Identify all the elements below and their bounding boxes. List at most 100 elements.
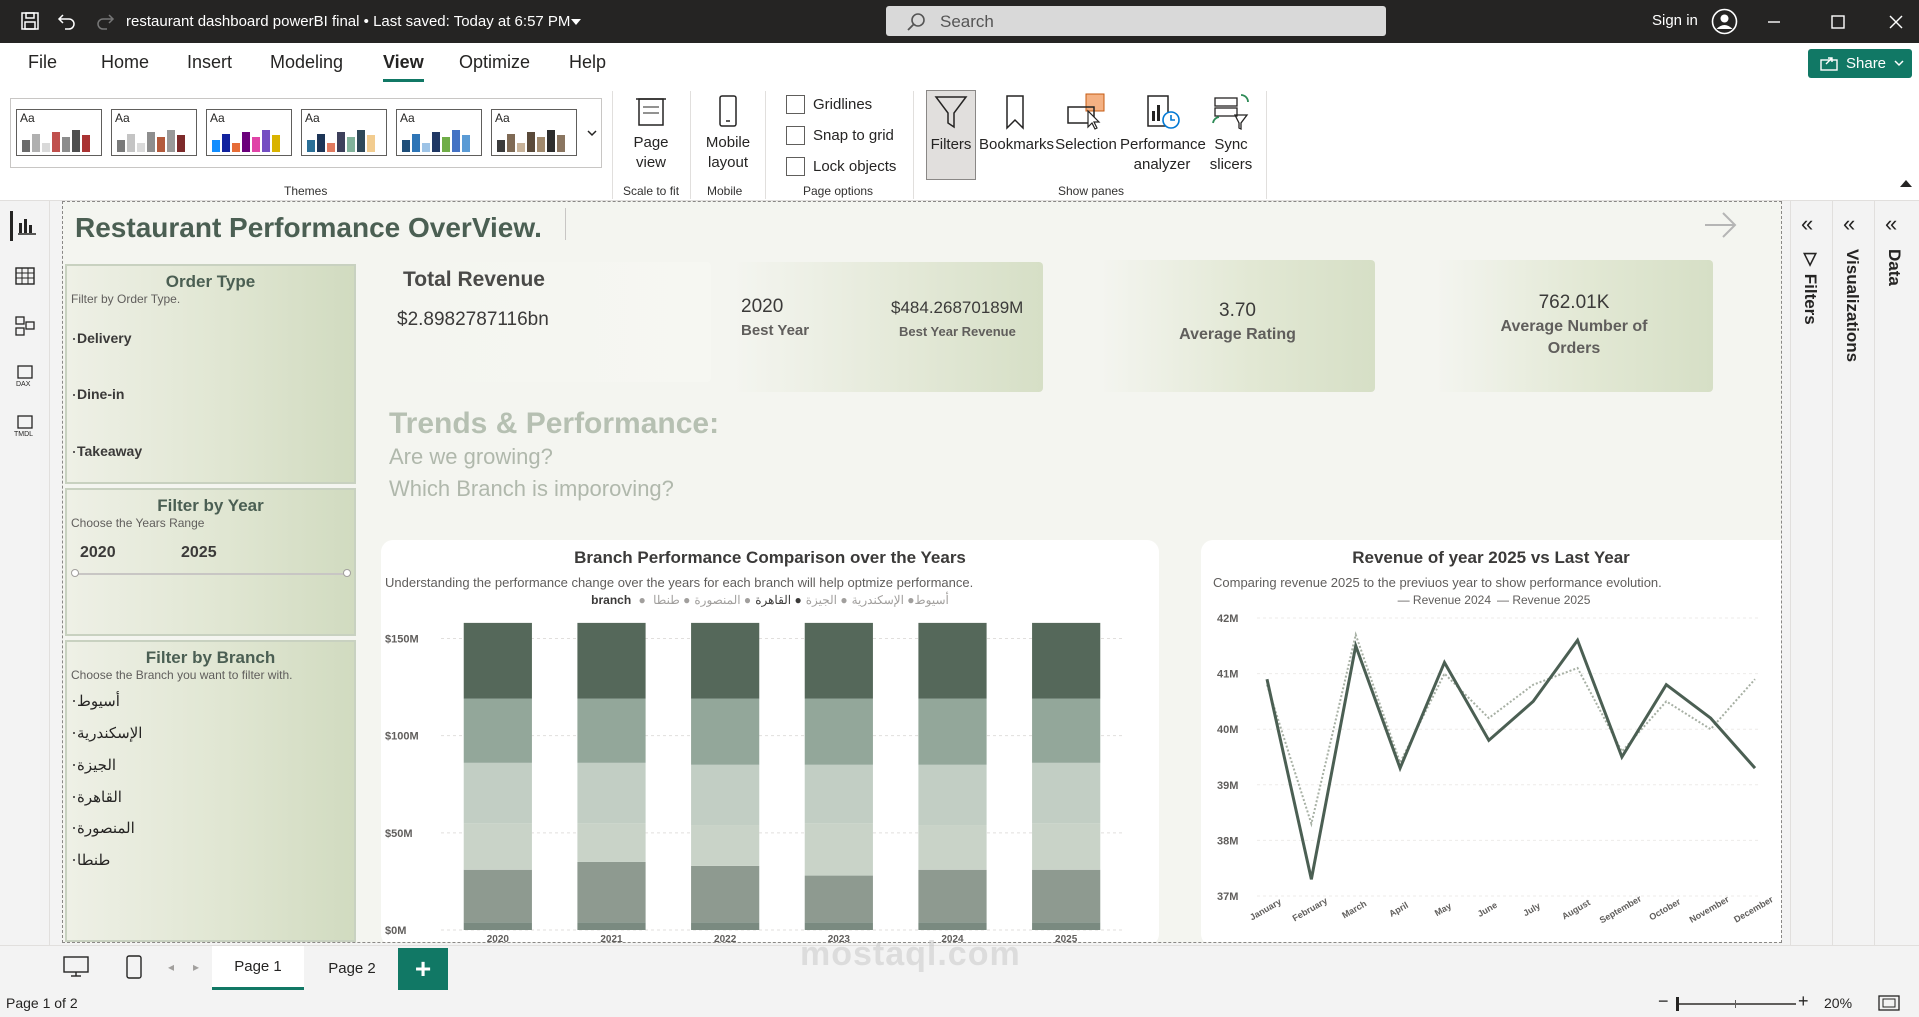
- bar-segment[interactable]: [691, 698, 760, 765]
- legend-item[interactable]: — Revenue 2025: [1497, 593, 1591, 607]
- add-page-button[interactable]: +: [398, 948, 448, 990]
- total-revenue-card[interactable]: Total Revenue $2.8982787116bn: [393, 262, 711, 382]
- desktop-layout-icon[interactable]: [63, 956, 89, 983]
- bar-segment[interactable]: [691, 865, 760, 923]
- slicer-option-branch[interactable]: الجيزة: [72, 757, 117, 774]
- bar-segment[interactable]: [918, 869, 987, 923]
- bar-segment[interactable]: [463, 698, 532, 763]
- year-to[interactable]: 2025: [181, 544, 217, 561]
- zoom-slider[interactable]: [1676, 997, 1796, 1011]
- bar-segment[interactable]: [577, 861, 646, 923]
- bar-segment[interactable]: [577, 698, 646, 763]
- performance-analyzer-button[interactable]: Performance analyzer: [1120, 93, 1206, 175]
- table-view-icon[interactable]: [10, 261, 40, 291]
- collapse-icon[interactable]: «: [1801, 211, 1814, 236]
- branch-performance-chart[interactable]: Branch Performance Comparison over the Y…: [381, 540, 1159, 943]
- menu-help[interactable]: Help: [569, 52, 607, 72]
- snap-to-grid-checkbox[interactable]: Snap to grid: [786, 126, 894, 145]
- page-view-button[interactable]: Page view: [621, 93, 681, 173]
- legend-item[interactable]: ● المنصورة: [694, 593, 752, 607]
- slicer-option-dine-in[interactable]: Dine-in: [72, 386, 125, 402]
- bar-segment[interactable]: [691, 764, 760, 826]
- branch-slicer[interactable]: Filter by Branch Choose the Branch you w…: [65, 640, 356, 942]
- zoom-in-icon[interactable]: +: [1798, 991, 1809, 1011]
- filters-pane[interactable]: « ▽ Filters: [1790, 201, 1830, 945]
- sign-in-link[interactable]: Sign in: [1652, 12, 1698, 29]
- file-title[interactable]: restaurant dashboard powerBI final • Las…: [126, 13, 571, 30]
- bar-segment[interactable]: [1032, 622, 1101, 699]
- theme-swatch[interactable]: Aa: [206, 109, 292, 156]
- collapse-ribbon-icon[interactable]: [1900, 180, 1912, 187]
- page-tab[interactable]: Page 2: [328, 960, 376, 977]
- slicer-option-branch[interactable]: أسيوط: [73, 693, 120, 710]
- slicer-option-branch[interactable]: طنطا: [72, 852, 111, 869]
- bar-segment[interactable]: [918, 825, 987, 870]
- legend-item[interactable]: ● أسيوط: [638, 593, 949, 607]
- fit-to-page-icon[interactable]: [1878, 995, 1900, 1014]
- line-plot-area[interactable]: 42M 41M 40M 39M 38M 37M January February March Ap…: [1201, 540, 1781, 943]
- report-canvas[interactable]: Restaurant Performance OverView. Order T…: [62, 201, 1782, 943]
- collapse-icon[interactable]: «: [1885, 211, 1898, 236]
- legend-item[interactable]: ● الإسكندرية: [851, 593, 915, 607]
- bar-segment[interactable]: [463, 622, 532, 699]
- revenue-comparison-chart[interactable]: Revenue of year 2025 vs Last Year Compar…: [1201, 540, 1781, 943]
- range-handle-end[interactable]: [343, 569, 351, 577]
- lock-objects-checkbox[interactable]: Lock objects: [786, 157, 896, 176]
- menu-view[interactable]: View: [383, 52, 424, 82]
- theme-swatch[interactable]: Aa: [16, 109, 102, 156]
- user-avatar-icon[interactable]: [1711, 8, 1738, 35]
- slicer-option-branch[interactable]: القاهرة: [73, 789, 122, 806]
- line-series[interactable]: [1266, 631, 1756, 828]
- bar-plot-area[interactable]: $150M $100M $50M $0M 2020 2021 2022 2023 2024 202…: [381, 540, 1159, 943]
- line-series[interactable]: [1265, 637, 1757, 880]
- data-pane[interactable]: « Data: [1874, 201, 1914, 945]
- maximize-icon[interactable]: [1820, 8, 1856, 36]
- legend-item[interactable]: ● طنطا: [653, 593, 691, 607]
- dax-query-view-icon[interactable]: DAX: [10, 361, 40, 391]
- legend-item[interactable]: — Revenue 2024: [1397, 593, 1491, 607]
- mobile-layout-button[interactable]: Mobile layout: [697, 93, 759, 173]
- bar-segment[interactable]: [691, 622, 760, 699]
- theme-swatch[interactable]: Aa: [301, 109, 387, 156]
- bookmarks-pane-button[interactable]: Bookmarks: [979, 93, 1054, 155]
- checkbox[interactable]: [786, 95, 805, 114]
- tmdl-view-icon[interactable]: TMDL: [10, 411, 40, 441]
- slicer-option-branch[interactable]: الإسكندرية: [72, 725, 143, 742]
- bar-segment[interactable]: [1032, 762, 1101, 824]
- bar-segment[interactable]: [804, 875, 873, 923]
- bar-segment[interactable]: [463, 922, 532, 930]
- chevron-down-icon[interactable]: [571, 19, 581, 25]
- checkbox[interactable]: [786, 126, 805, 145]
- year-slicer[interactable]: Filter by Year Choose the Years Range 20…: [65, 488, 356, 636]
- bar-segment[interactable]: [1032, 869, 1101, 923]
- menu-file[interactable]: File: [28, 52, 58, 72]
- sync-slicers-button[interactable]: Sync slicers: [1206, 93, 1256, 175]
- slicer-option-takeaway[interactable]: Takeaway: [72, 443, 143, 459]
- close-icon[interactable]: [1878, 8, 1914, 36]
- zoom-out-icon[interactable]: −: [1658, 991, 1669, 1011]
- gridlines-checkbox[interactable]: Gridlines: [786, 95, 872, 114]
- chevron-down-icon[interactable]: [587, 130, 597, 137]
- minimize-icon[interactable]: [1756, 8, 1792, 36]
- menu-insert[interactable]: Insert: [187, 52, 233, 72]
- bar-segment[interactable]: [463, 823, 532, 870]
- share-button[interactable]: Share: [1808, 49, 1912, 78]
- bar-segment[interactable]: [918, 764, 987, 826]
- theme-swatch[interactable]: Aa: [111, 109, 197, 156]
- checkbox[interactable]: [786, 157, 805, 176]
- bar-segment[interactable]: [804, 622, 873, 699]
- search-box[interactable]: Search: [886, 6, 1386, 36]
- visualizations-pane[interactable]: « Visualizations: [1832, 201, 1872, 945]
- menu-optimize[interactable]: Optimize: [459, 52, 531, 72]
- zoom-slider-thumb[interactable]: [1676, 997, 1679, 1011]
- arrow-right-icon[interactable]: [1703, 210, 1737, 245]
- save-icon[interactable]: [17, 8, 43, 34]
- slicer-option-delivery[interactable]: Delivery: [72, 330, 132, 346]
- bar-segment[interactable]: [577, 762, 646, 824]
- report-view-icon[interactable]: [10, 211, 40, 241]
- average-rating-card[interactable]: 3.70 Average Rating: [1100, 260, 1375, 392]
- prev-page-icon[interactable]: ◂: [168, 960, 175, 974]
- bar-segment[interactable]: [1032, 823, 1101, 870]
- slicer-option-branch[interactable]: المنصورة: [73, 820, 135, 837]
- best-year-card[interactable]: 2020 Best Year $484.26870189M Best Year …: [733, 262, 1043, 392]
